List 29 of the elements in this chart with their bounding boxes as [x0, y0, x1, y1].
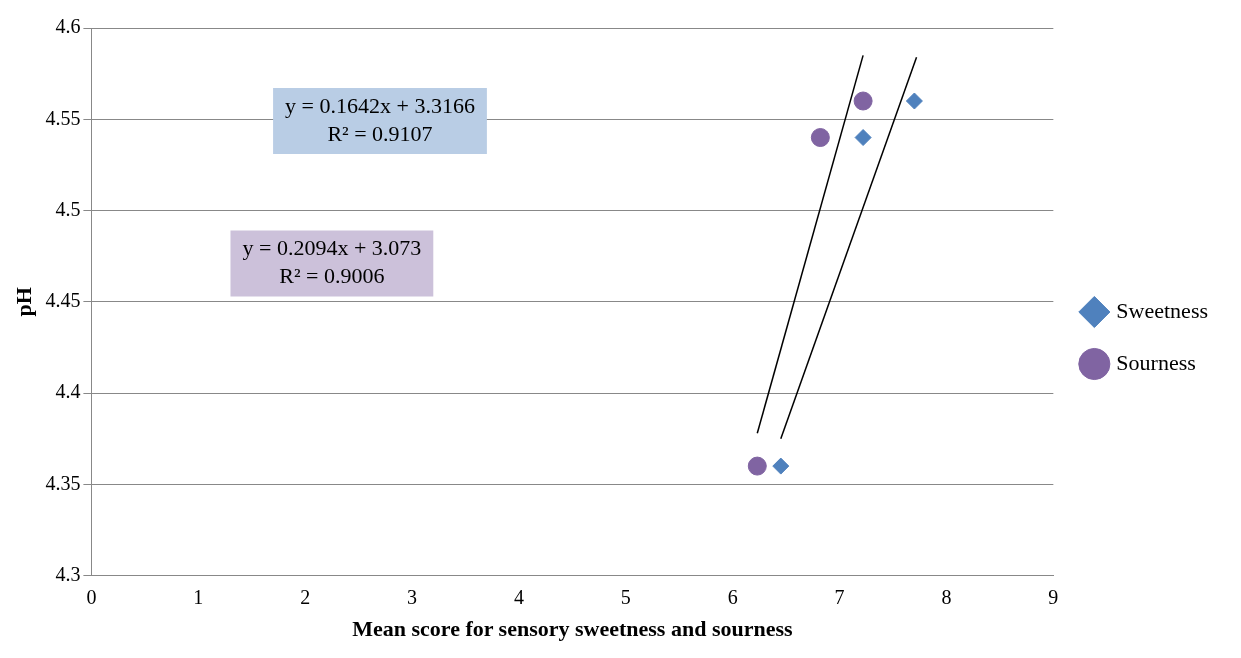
y-tick-label: 4.55 [45, 106, 81, 129]
x-tick-label: 8 [941, 585, 952, 608]
point [747, 456, 767, 476]
x-tick-label: 7 [834, 585, 845, 608]
x-tick-label: 5 [620, 585, 631, 608]
legend-label: Sweetness [1116, 297, 1208, 323]
x-tick-label: 0 [86, 585, 97, 608]
point [853, 91, 873, 111]
x-tick-label: 6 [727, 585, 738, 608]
point [810, 128, 830, 148]
x-tick-label: 2 [300, 585, 311, 608]
point [905, 92, 923, 110]
x-tick-label: 3 [407, 585, 418, 608]
x-tick-label: 4 [513, 585, 524, 608]
y-tick-label: 4.6 [55, 15, 81, 38]
x-tick-label: 1 [193, 585, 204, 608]
annotation: y = 0.2094x + 3.073 R² = 0.9006 [242, 235, 422, 289]
y-axis-title: pH [10, 287, 36, 317]
y-tick-label: 4.35 [45, 471, 81, 494]
point [854, 129, 872, 147]
point [772, 457, 790, 475]
y-tick-label: 4.3 [55, 562, 81, 585]
y-tick-label: 4.4 [55, 380, 81, 403]
legend-label: Sourness [1116, 349, 1196, 375]
y-tick-label: 4.5 [55, 197, 81, 220]
x-axis-title: Mean score for sensory sweetness and sourness [352, 616, 793, 642]
y-tick-label: 4.45 [45, 289, 81, 312]
annotation: y = 0.1642x + 3.3166 R² = 0.9107 [285, 92, 475, 146]
x-tick-label: 9 [1048, 585, 1059, 608]
